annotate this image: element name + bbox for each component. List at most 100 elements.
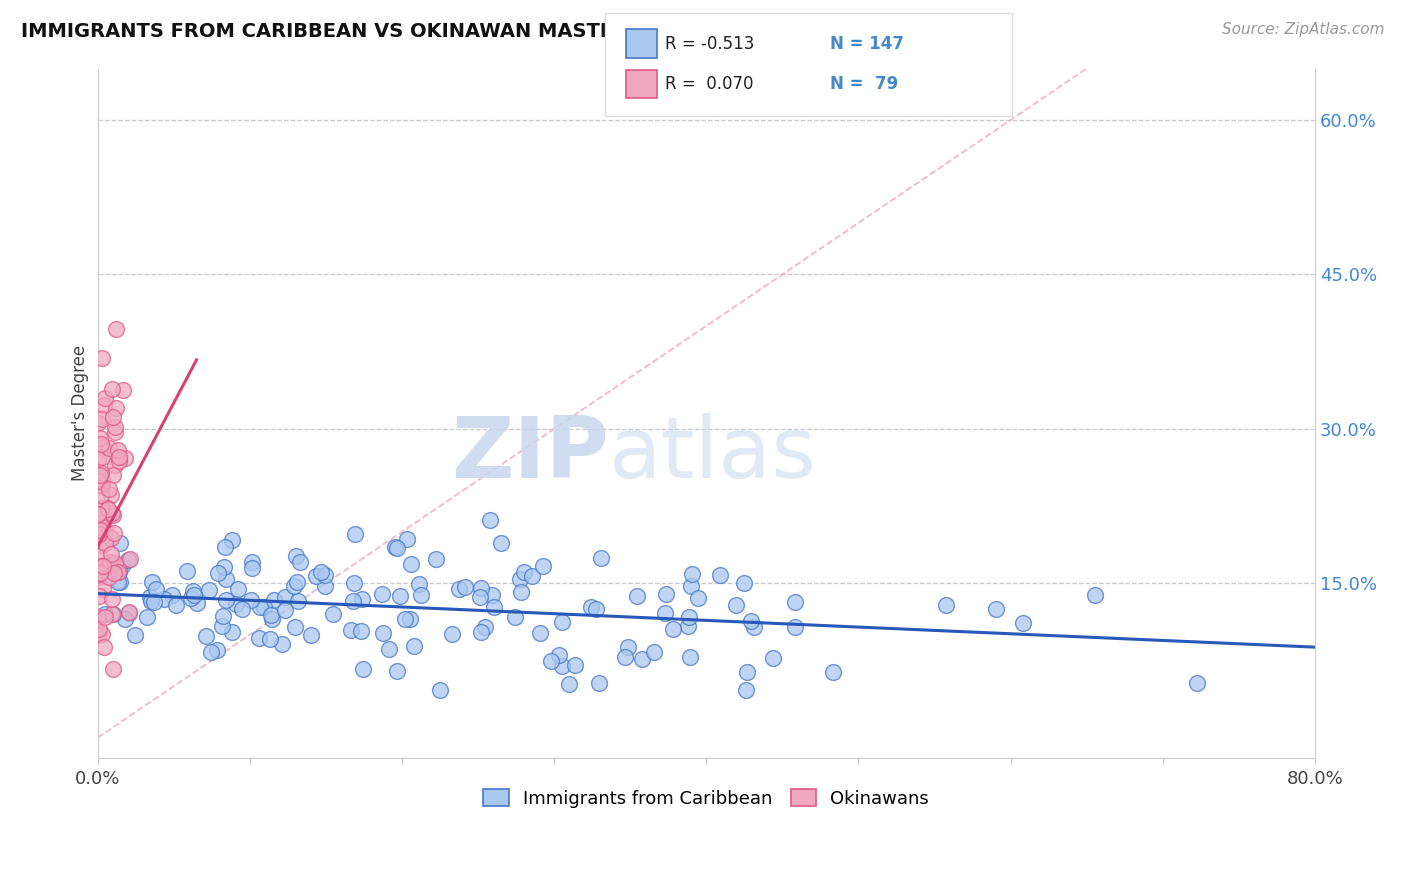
Point	[108, 450, 131, 464]
Point	[221, 533, 243, 547]
Point	[103, 420, 125, 434]
Point	[108, 566, 131, 580]
Point	[482, 600, 505, 615]
Point	[385, 664, 408, 678]
Point	[509, 572, 531, 586]
Point	[90, 479, 112, 493]
Point	[107, 566, 129, 580]
Point	[90, 467, 112, 481]
Point	[108, 454, 131, 468]
Point	[349, 624, 371, 638]
Point	[564, 657, 586, 672]
Point	[101, 508, 124, 523]
Point	[114, 612, 136, 626]
Point	[100, 547, 122, 561]
Point	[136, 610, 159, 624]
Point	[725, 598, 748, 612]
Y-axis label: Master's Degree: Master's Degree	[72, 345, 89, 482]
Point	[90, 538, 112, 552]
Point	[742, 620, 765, 634]
Point	[118, 607, 141, 621]
Point	[468, 591, 491, 605]
Point	[240, 555, 263, 569]
Point	[89, 431, 111, 445]
Point	[740, 614, 762, 628]
Legend: Immigrants from Caribbean, Okinawans: Immigrants from Caribbean, Okinawans	[477, 781, 936, 815]
Text: N =  79: N = 79	[830, 75, 898, 93]
Point	[263, 593, 285, 607]
Point	[205, 642, 228, 657]
Text: Source: ZipAtlas.com: Source: ZipAtlas.com	[1222, 22, 1385, 37]
Point	[285, 575, 308, 590]
Point	[654, 606, 676, 620]
Point	[935, 599, 957, 613]
Point	[1084, 588, 1107, 602]
Text: atlas: atlas	[609, 413, 817, 496]
Point	[373, 626, 395, 640]
Point	[93, 441, 115, 455]
Point	[581, 600, 603, 615]
Point	[384, 540, 406, 554]
Point	[105, 401, 128, 415]
Point	[141, 594, 163, 608]
Point	[214, 541, 236, 555]
Point	[470, 625, 492, 640]
Point	[93, 536, 115, 550]
Point	[762, 651, 785, 665]
Point	[344, 527, 367, 541]
Point	[103, 409, 125, 424]
Point	[90, 503, 112, 517]
Point	[440, 626, 463, 640]
Point	[89, 522, 111, 536]
Point	[91, 478, 114, 492]
Point	[183, 588, 205, 602]
Point	[503, 609, 526, 624]
Point	[823, 665, 845, 680]
Point	[89, 467, 111, 482]
Point	[283, 578, 305, 592]
Point	[678, 619, 700, 633]
Point	[110, 536, 132, 550]
Point	[231, 602, 253, 616]
Point	[186, 596, 208, 610]
Point	[124, 628, 146, 642]
Point	[212, 608, 235, 623]
Point	[90, 558, 112, 573]
Point	[211, 618, 233, 632]
Point	[396, 532, 419, 546]
Point	[107, 561, 129, 575]
Point	[679, 579, 702, 593]
Point	[214, 593, 236, 607]
Point	[984, 602, 1007, 616]
Point	[626, 590, 648, 604]
Point	[101, 382, 124, 396]
Point	[531, 559, 554, 574]
Point	[101, 607, 124, 621]
Point	[153, 592, 176, 607]
Point	[429, 682, 451, 697]
Point	[108, 575, 131, 590]
Point	[165, 598, 187, 612]
Point	[90, 351, 112, 365]
Point	[160, 588, 183, 602]
Point	[93, 391, 115, 405]
Point	[411, 588, 433, 602]
Point	[221, 624, 243, 639]
Point	[87, 628, 110, 642]
Point	[91, 450, 114, 464]
Point	[91, 582, 114, 596]
Point	[643, 645, 665, 659]
Point	[474, 620, 496, 634]
Point	[274, 603, 297, 617]
Point	[548, 648, 571, 662]
Point	[89, 566, 111, 580]
Point	[118, 606, 141, 620]
Point	[478, 513, 501, 527]
Text: ZIP: ZIP	[451, 413, 609, 496]
Text: R =  0.070: R = 0.070	[665, 75, 754, 93]
Point	[259, 632, 281, 646]
Point	[387, 541, 409, 556]
Point	[285, 549, 308, 563]
Point	[425, 552, 447, 566]
Point	[91, 412, 114, 426]
